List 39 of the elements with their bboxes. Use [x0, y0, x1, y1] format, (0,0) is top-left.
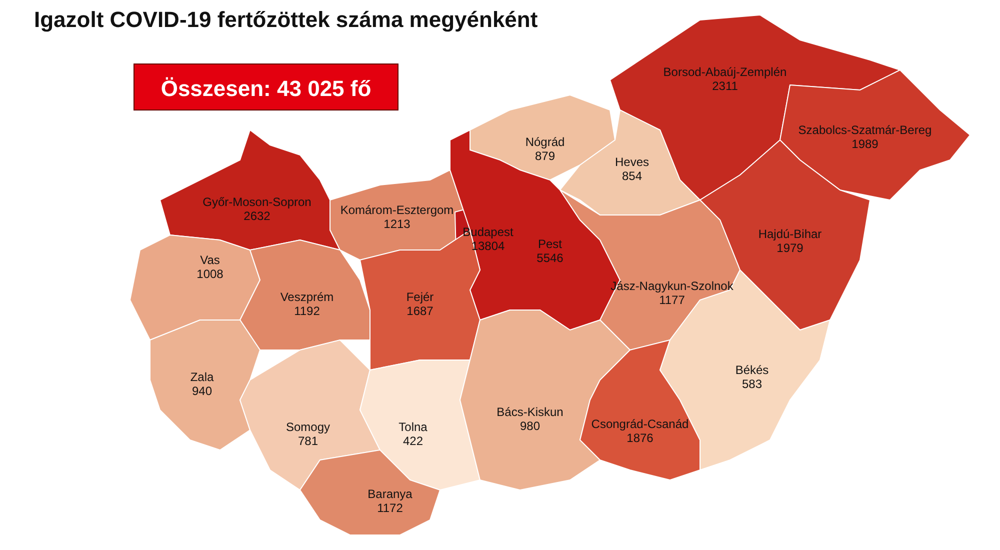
- category-label: Komárom-Esztergom: [340, 203, 454, 217]
- category-label: Hajdú-Bihar: [758, 227, 822, 241]
- data-label: 2311: [712, 79, 738, 93]
- category-label: Veszprém: [280, 290, 334, 304]
- data-label: 980: [520, 419, 540, 433]
- category-label: Vas: [200, 253, 220, 267]
- data-label: 583: [742, 377, 762, 391]
- data-label: 5546: [536, 251, 564, 265]
- category-label: Fejér: [406, 290, 434, 304]
- category-label: Baranya: [368, 487, 413, 501]
- category-label: Szabolcs-Szatmár-Bereg: [798, 123, 932, 137]
- text: Összesen: 43 025 fő: [160, 76, 372, 101]
- text: Igazolt COVID-19 fertőzöttek száma megyénként: [34, 7, 538, 32]
- category-label: Nógrád: [525, 135, 565, 149]
- category-label: Csongrád-Csanád: [591, 417, 689, 431]
- category-label: Bács-Kiskun: [496, 405, 564, 419]
- category-label: Somogy: [286, 420, 330, 434]
- category-label: Tolna: [398, 420, 428, 434]
- data-label: 854: [622, 169, 642, 183]
- category-label: Győr-Moson-Sopron: [202, 195, 312, 209]
- category-label: Zala: [190, 370, 214, 384]
- data-label: 940: [192, 384, 212, 398]
- data-label: 1989: [852, 137, 879, 151]
- data-label: 422: [402, 434, 424, 448]
- data-label: 1876: [626, 431, 654, 445]
- category-label: Pest: [538, 237, 563, 251]
- data-label: 1008: [196, 267, 224, 281]
- data-label: 1213: [384, 217, 411, 231]
- category-label: Borsod-Abaúj-Zemplén: [663, 65, 787, 79]
- data-label: 781: [298, 434, 318, 448]
- data-label: 1172: [377, 501, 404, 515]
- category-label: Békés: [735, 363, 769, 377]
- data-label: 1687: [406, 304, 434, 318]
- category-label: Heves: [614, 155, 650, 169]
- data-label: 1192: [294, 304, 320, 318]
- data-label: 879: [534, 149, 556, 163]
- data-label: 1177: [659, 293, 686, 307]
- data-label: 2632: [244, 209, 271, 223]
- data-label: 1979: [776, 241, 804, 255]
